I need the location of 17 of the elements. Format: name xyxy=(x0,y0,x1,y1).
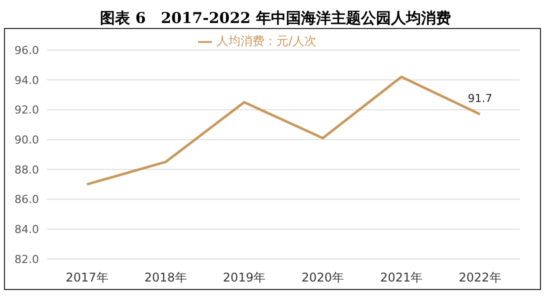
chart-title: 图表 6 2017-2022 年中国海洋主题公园人均消费 xyxy=(99,8,452,28)
y-tick-label: 84.0 xyxy=(14,223,39,236)
y-tick-label: 86.0 xyxy=(14,193,39,206)
x-tick-label: 2021年 xyxy=(380,270,423,285)
x-tick-label: 2020年 xyxy=(302,270,344,285)
x-tick-label: 2022年 xyxy=(458,270,502,285)
y-tick-label: 90.0 xyxy=(14,133,39,146)
y-tick-label: 88.0 xyxy=(14,163,39,176)
x-tick-label: 2019年 xyxy=(222,270,266,285)
data-label: 91.7 xyxy=(468,92,492,106)
y-tick-label: 94.0 xyxy=(14,74,39,87)
x-tick-label: 2017年 xyxy=(66,270,108,285)
x-tick-label: 2018年 xyxy=(144,270,187,285)
legend-label: 人均消费：元/人次 xyxy=(216,34,317,48)
y-tick-label: 82.0 xyxy=(14,252,39,266)
y-tick-label: 96.0 xyxy=(14,44,39,57)
y-tick-label: 92.0 xyxy=(14,104,39,117)
